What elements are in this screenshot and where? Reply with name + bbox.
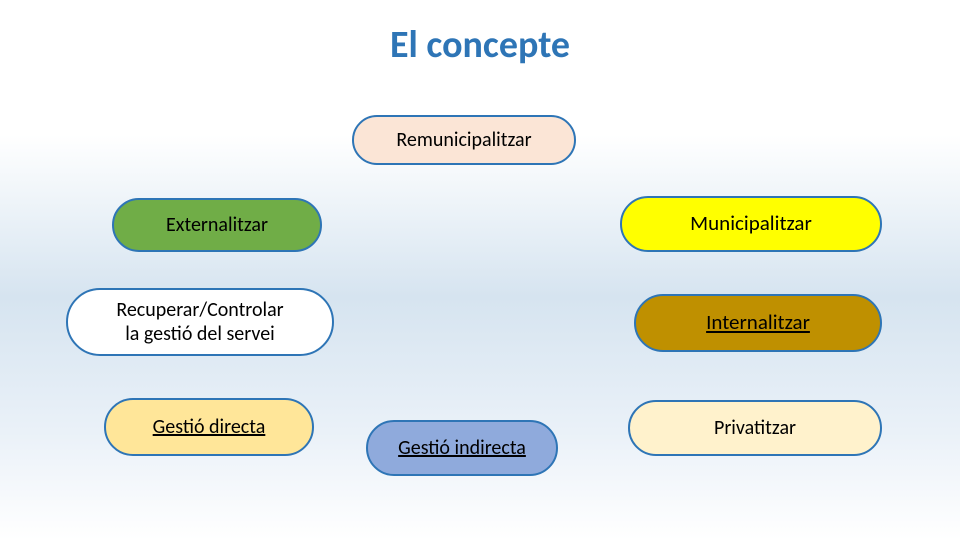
node-label: Gestió directa [153, 415, 266, 439]
node-label: Externalitzar [166, 213, 268, 237]
node-internalitzar: Internalitzar [634, 294, 882, 352]
node-label: Gestió indirecta [398, 436, 526, 460]
node-recuperar: Recuperar/Controlar la gestió del servei [66, 288, 334, 356]
node-gestio-indirecta: Gestió indirecta [366, 420, 558, 476]
node-label: Municipalitzar [690, 211, 812, 236]
node-privatitzar: Privatitzar [628, 400, 882, 456]
node-label: Privatitzar [714, 416, 796, 440]
node-externalitzar: Externalitzar [112, 198, 322, 252]
node-municipalitzar: Municipalitzar [620, 196, 882, 252]
node-label: Remunicipalitzar [396, 128, 531, 152]
node-label: Recuperar/Controlar la gestió del servei [116, 298, 283, 346]
page-title: El concepte [0, 22, 960, 68]
node-gestio-directa: Gestió directa [104, 398, 314, 456]
node-label: Internalitzar [706, 310, 810, 335]
node-remunicipalitzar: Remunicipalitzar [352, 115, 576, 165]
